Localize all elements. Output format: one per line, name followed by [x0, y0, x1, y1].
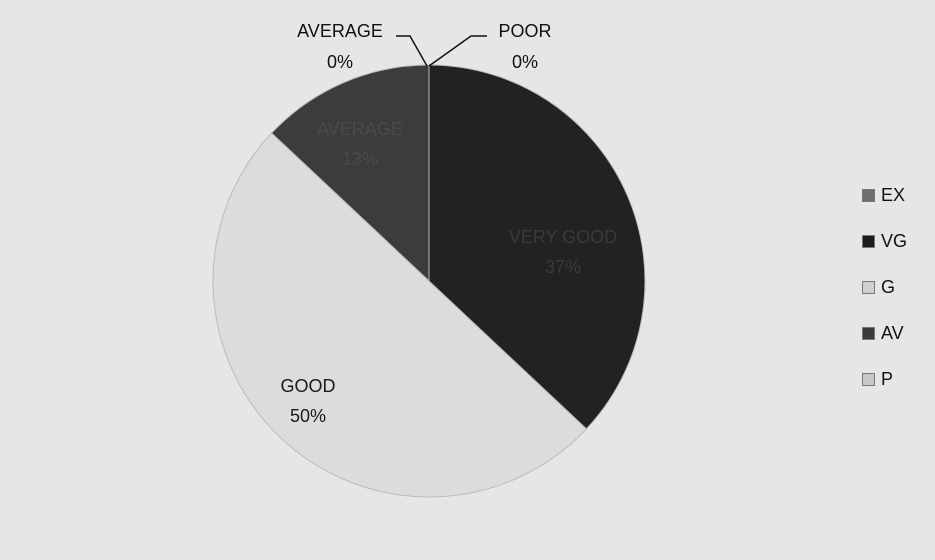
slice-value-label-0: 13%: [342, 149, 378, 169]
legend-item-av: AV: [862, 310, 932, 356]
legend-label-vg: VG: [881, 230, 908, 251]
legend-item-p: P: [862, 356, 932, 402]
pie-slice-very-good: [428, 64, 646, 430]
slice-label-2: VERY GOOD: [509, 227, 617, 247]
pie-slice-good: [212, 132, 588, 498]
slice-value-label-2: 37%: [545, 257, 581, 277]
legend-item-vg: VG: [862, 218, 932, 264]
slice-label-1: GOOD: [280, 376, 335, 396]
slice-value-label-4: 0%: [327, 52, 353, 72]
legend-label-g: G: [881, 276, 896, 297]
slice-label-4: AVERAGE: [297, 21, 383, 41]
legend-item-g: G: [862, 264, 932, 310]
leader-line-average-0: [396, 35, 428, 67]
legend-swatch-av: [862, 326, 875, 340]
slice-value-label-1: 50%: [290, 406, 326, 426]
legend-swatch-g: [862, 280, 875, 294]
legend: EX VG G AV P: [862, 172, 932, 402]
legend-swatch-vg: [862, 234, 875, 248]
legend-swatch-ex: [862, 188, 875, 202]
pie-slice-average: [270, 64, 430, 283]
slice-value-label-3: 0%: [512, 52, 538, 72]
leader-line-poor-0: [428, 35, 487, 67]
legend-label-av: AV: [881, 322, 904, 343]
legend-swatch-p: [862, 372, 875, 386]
slice-label-3: POOR: [498, 21, 551, 41]
legend-item-ex: EX: [862, 172, 932, 218]
slice-label-0: AVERAGE: [317, 119, 403, 139]
legend-label-p: P: [881, 368, 894, 389]
legend-label-ex: EX: [881, 184, 906, 205]
